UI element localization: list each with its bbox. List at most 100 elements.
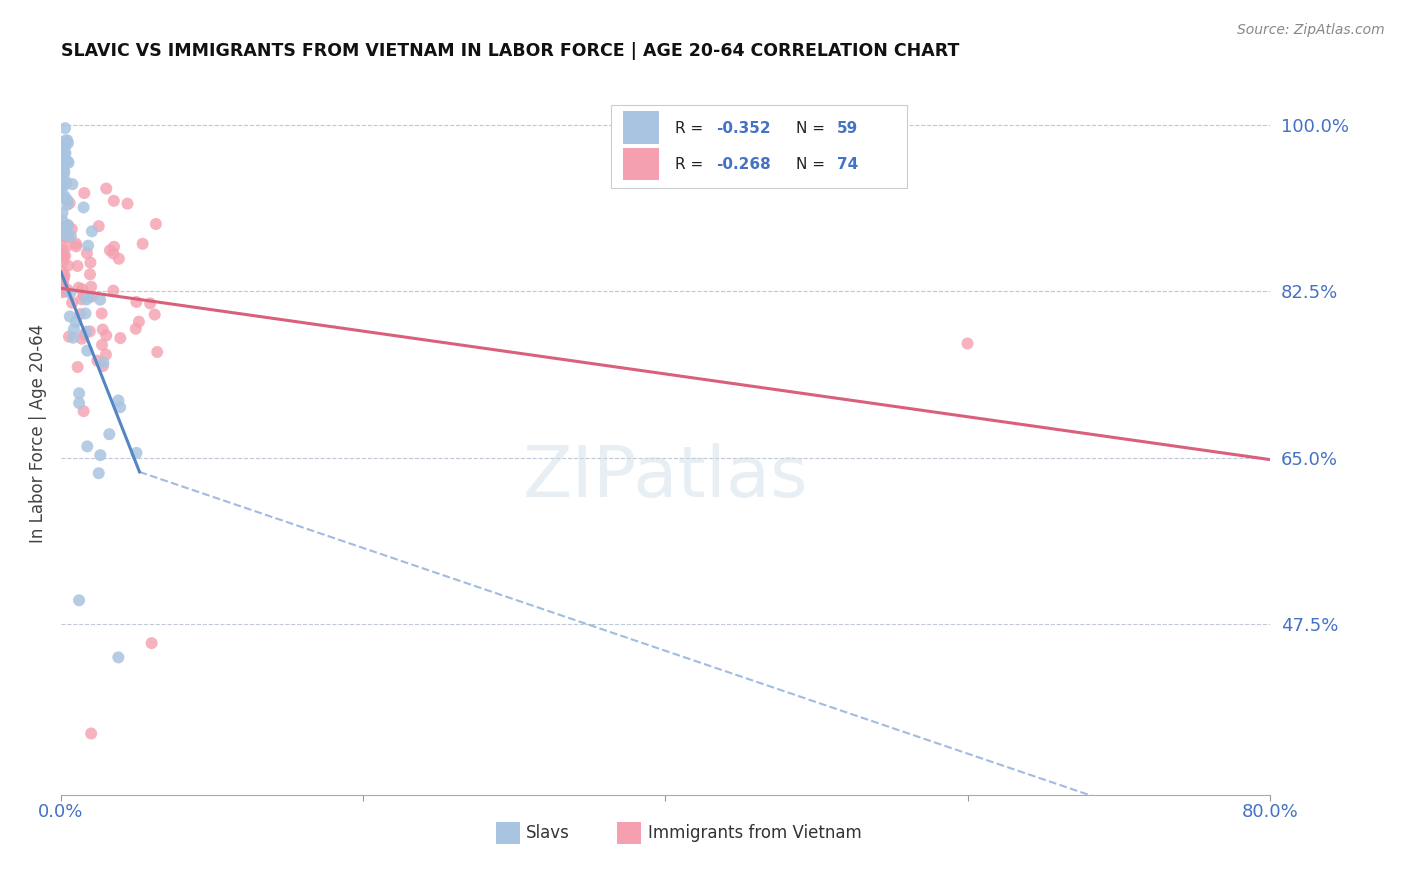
Bar <box>623 147 659 180</box>
Point <box>52 165 75 179</box>
Point <box>73 186 96 200</box>
Point <box>60 222 83 236</box>
Point <box>60 295 83 310</box>
Point <box>146 345 169 359</box>
Point <box>77 290 100 304</box>
Point <box>55 146 77 161</box>
Point <box>59 310 82 324</box>
Point <box>75 306 97 320</box>
Point <box>67 593 90 607</box>
Bar <box>617 822 641 844</box>
Point <box>52 178 75 193</box>
Point <box>69 307 91 321</box>
Y-axis label: In Labor Force | Age 20-64: In Labor Force | Age 20-64 <box>30 325 46 543</box>
Point <box>56 219 79 233</box>
Point <box>67 281 90 295</box>
Point <box>52 277 75 291</box>
Point <box>86 353 108 368</box>
Point <box>79 268 101 282</box>
Point <box>66 359 89 374</box>
Text: 0.0%: 0.0% <box>38 803 83 821</box>
Point <box>80 224 103 238</box>
Point <box>75 293 97 307</box>
Point <box>94 347 117 361</box>
Point <box>53 188 76 202</box>
Point <box>73 327 96 342</box>
Point <box>145 217 167 231</box>
Point <box>52 254 75 268</box>
Text: SLAVIC VS IMMIGRANTS FROM VIETNAM IN LABOR FORCE | AGE 20-64 CORRELATION CHART: SLAVIC VS IMMIGRANTS FROM VIETNAM IN LAB… <box>60 42 959 60</box>
Point <box>51 285 73 300</box>
Point <box>55 176 77 190</box>
Text: N =: N = <box>796 120 830 136</box>
Bar <box>496 822 520 844</box>
Point <box>52 248 75 262</box>
Point <box>72 404 94 418</box>
Point <box>53 139 76 153</box>
Point <box>91 338 114 352</box>
Point <box>53 249 76 263</box>
Point <box>72 201 94 215</box>
Point <box>62 331 84 345</box>
Point <box>58 329 80 343</box>
Point <box>87 219 110 234</box>
Point <box>53 150 76 164</box>
Point <box>90 306 112 320</box>
Point <box>56 283 79 297</box>
Point <box>56 197 79 211</box>
Point <box>59 229 82 244</box>
Point <box>52 222 75 236</box>
Point <box>98 244 121 258</box>
FancyBboxPatch shape <box>612 105 907 188</box>
Point <box>117 196 139 211</box>
Text: 74: 74 <box>837 157 858 172</box>
Point <box>91 359 114 373</box>
Point <box>73 289 96 303</box>
Point <box>51 243 73 257</box>
Point <box>75 325 97 339</box>
Point <box>139 296 162 310</box>
Point <box>56 218 79 232</box>
Point <box>103 246 125 260</box>
Point <box>51 277 73 292</box>
Point <box>108 401 131 415</box>
Point <box>59 285 82 300</box>
Point <box>56 133 79 147</box>
Point <box>70 292 93 306</box>
Point <box>67 396 90 410</box>
Point <box>53 121 76 136</box>
Point <box>56 193 79 207</box>
Point <box>79 255 101 269</box>
Point <box>53 227 76 242</box>
Point <box>66 259 89 273</box>
Point <box>56 154 79 169</box>
Point <box>51 146 73 161</box>
Text: Immigrants from Vietnam: Immigrants from Vietnam <box>648 824 862 842</box>
Point <box>59 196 82 211</box>
Point <box>52 269 75 284</box>
Point <box>52 219 75 233</box>
Text: 59: 59 <box>837 120 858 136</box>
Point <box>125 446 148 460</box>
Point <box>77 238 100 252</box>
Point <box>53 134 76 148</box>
Point <box>80 289 103 303</box>
Point <box>79 325 101 339</box>
Point <box>65 236 87 251</box>
Bar <box>623 112 659 144</box>
Point <box>93 356 115 370</box>
Point <box>55 220 77 235</box>
Point <box>107 650 129 665</box>
Point <box>108 252 131 266</box>
Point <box>91 322 114 336</box>
Text: ZIPatlas: ZIPatlas <box>523 442 808 512</box>
Point <box>87 466 110 480</box>
Point <box>58 229 80 244</box>
Point <box>51 190 73 204</box>
Point <box>103 194 125 208</box>
Point <box>53 268 76 283</box>
Point <box>52 160 75 174</box>
Point <box>51 161 73 175</box>
Point <box>52 169 75 183</box>
Point <box>80 726 103 740</box>
